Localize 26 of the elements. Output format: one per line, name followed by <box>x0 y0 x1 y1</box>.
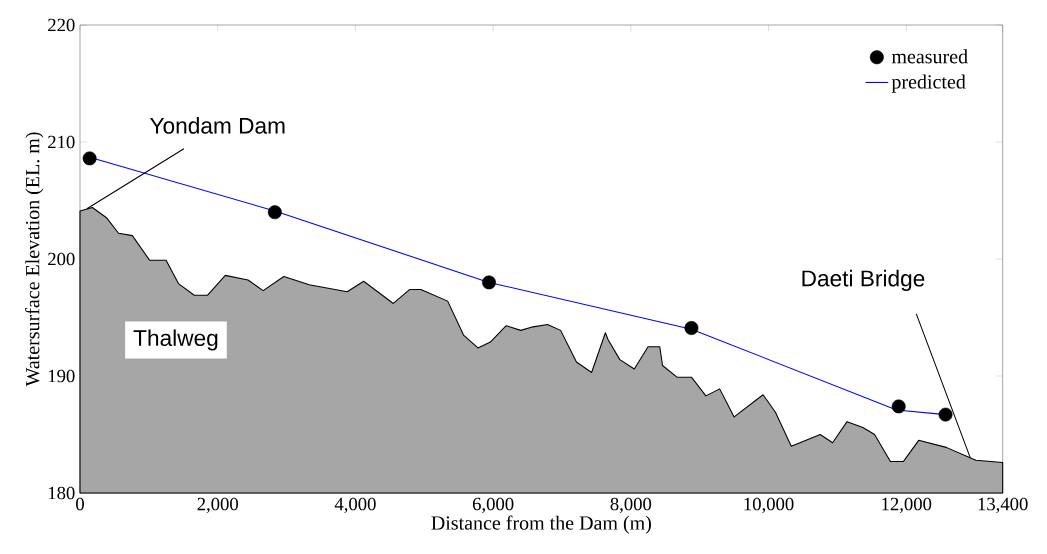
point <box>684 321 699 335</box>
point <box>891 399 906 414</box>
point <box>267 205 282 220</box>
y-tick-label: 200 <box>48 252 75 266</box>
y-tick-label: 180 <box>48 486 75 500</box>
x-tick-label: 4,000 <box>334 497 376 513</box>
y-tick-label: 220 <box>48 18 75 32</box>
annotation: Daeti Bridge <box>802 269 925 291</box>
legend-label: measured <box>891 49 968 64</box>
legend-label: predicted <box>891 74 966 93</box>
point <box>482 275 496 290</box>
x-axis-title: Distance from the Dam (m) <box>431 515 651 534</box>
point <box>938 407 953 422</box>
x-tick-label: 2,000 <box>197 497 238 513</box>
x-tick-label: 10,000 <box>744 497 794 513</box>
x-tick-label: 8,000 <box>610 497 652 513</box>
y-tick-label: 190 <box>48 369 75 383</box>
x-tick-label: 12,000 <box>882 497 932 513</box>
series-label: Thalweg <box>133 329 218 351</box>
point <box>82 151 97 166</box>
x-tick-label: 13,400 <box>978 497 1028 513</box>
x-tick-label: 0 <box>76 497 84 511</box>
x-tick-label: 6,000 <box>472 497 514 513</box>
annotation: Yondam Dam <box>149 117 285 134</box>
y-axis-title: Watersurface Elevation (EL. m) <box>25 132 44 387</box>
y-tick-label: 210 <box>48 135 75 149</box>
